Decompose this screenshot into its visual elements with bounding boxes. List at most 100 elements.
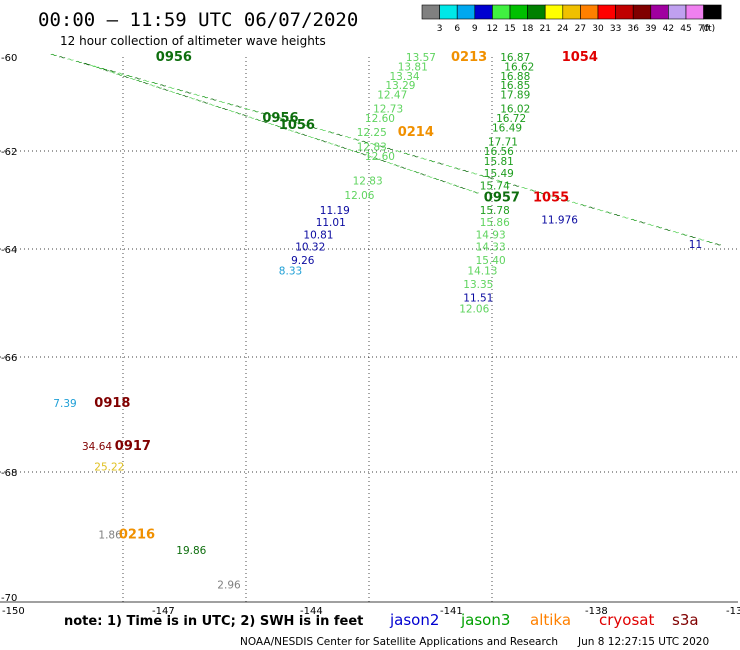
track-mark: ~ [147, 80, 157, 92]
wave-height-label: 34.64 [82, 441, 112, 453]
legend-label: 42 [663, 24, 674, 34]
track-mark: ~ [418, 169, 428, 181]
track-mark: ~ [81, 59, 91, 71]
lon-label: -144 [300, 606, 323, 617]
track-mark: ~ [561, 195, 571, 207]
lat-label: -60 [1, 53, 17, 64]
satellite-name: jason3 [460, 611, 510, 629]
track-mark: ~ [471, 187, 481, 199]
track-mark: ~ [368, 138, 378, 150]
track-mark: ~ [679, 229, 689, 241]
track-mark: ~ [511, 180, 521, 192]
track-mark: ~ [444, 178, 454, 190]
wave-height-label: 16.88 [500, 71, 530, 83]
track-mark: ~ [225, 99, 235, 111]
time-label: 0216 [119, 528, 155, 543]
legend-swatch [509, 4, 528, 20]
legend-swatch [474, 4, 493, 20]
track-mark: ~ [175, 84, 185, 96]
time-label: 0956 [156, 50, 192, 65]
track-mark: ~ [486, 173, 496, 185]
wave-height-label: 14.33 [476, 242, 506, 254]
track-mark: ~ [194, 95, 204, 107]
track-mark: ~ [578, 200, 588, 212]
wave-height-label: 11 [689, 239, 702, 251]
track-mark: ~ [208, 94, 218, 106]
track-mark: ~ [160, 85, 170, 97]
legend-label: 3 [437, 24, 443, 34]
wave-height-label: 16.87 [500, 52, 530, 64]
wave-height-label: 9.26 [291, 255, 315, 267]
track-mark: ~ [187, 93, 197, 105]
track-mark: ~ [595, 204, 605, 216]
legend-label: 21 [539, 24, 550, 34]
track-mark: ~ [108, 68, 118, 80]
track-mark: ~ [227, 106, 237, 118]
wave-height-label: 11.19 [320, 205, 350, 217]
legend-swatch [562, 4, 581, 20]
track-mark: ~ [402, 148, 412, 160]
lon-label: -150 [2, 606, 25, 617]
track-mark: ~ [200, 91, 210, 103]
track-mark: ~ [431, 174, 441, 186]
legend-swatch [685, 4, 704, 20]
track-mark: ~ [378, 156, 388, 168]
time-label: 1055 [533, 191, 569, 206]
track-mark: ~ [343, 131, 353, 143]
legend-swatch [544, 4, 564, 20]
track-mark: ~ [318, 124, 328, 136]
legend-label: 12 [487, 24, 498, 34]
lat-label: -64 [1, 245, 17, 256]
track-mark: ~ [326, 127, 336, 139]
wave-height-label: 16.62 [504, 61, 534, 73]
track-mark: ~ [435, 158, 445, 170]
legend-label: 70 [698, 24, 710, 34]
track-mark: ~ [587, 202, 597, 214]
track-mark: ~ [461, 165, 471, 177]
satellite-legend: jason2 jason3 altika cryosat s3a [389, 611, 699, 629]
map-subtitle: 12 hour collection of altimeter wave hei… [60, 34, 326, 48]
track-mark: ~ [365, 152, 375, 164]
wave-height-label: 12.83 [353, 175, 383, 187]
wave-height-label: 12.60 [365, 113, 395, 125]
track-mark: ~ [464, 185, 474, 197]
wave-height-label: 17.71 [488, 137, 518, 149]
track-mark: ~ [292, 117, 302, 129]
track-mark: ~ [167, 87, 177, 99]
track-mark: ~ [183, 87, 193, 99]
wave-height-label: 1.86 [98, 530, 122, 542]
legend-swatch [632, 4, 652, 20]
wave-height-label: 14.13 [467, 266, 497, 278]
track-mark: ~ [494, 175, 504, 187]
track-mark: ~ [713, 239, 723, 251]
lon-label: -141 [440, 606, 463, 617]
track-mark: ~ [154, 83, 164, 95]
wave-height-label: 16.49 [492, 123, 522, 135]
track-mark: ~ [393, 146, 403, 158]
wave-height-label: 12.60 [365, 151, 395, 163]
footer-note: note: 1) Time is in UTC; 2) SWH is in fe… [64, 614, 363, 629]
track-mark: ~ [207, 100, 217, 112]
wave-height-label: 12.73 [373, 104, 403, 116]
legend-label: 27 [575, 24, 586, 34]
legend-label: 6 [454, 24, 460, 34]
track-mark: ~ [385, 158, 395, 170]
track-mark: ~ [425, 172, 435, 184]
track-mark: ~ [121, 72, 131, 84]
track-mark: ~ [286, 126, 296, 138]
wave-height-label: 2.96 [217, 580, 241, 592]
track-mark: ~ [134, 76, 144, 88]
track-mark: ~ [266, 119, 276, 131]
track-mark: ~ [253, 115, 263, 127]
track-mark: ~ [419, 153, 429, 165]
track-mark: ~ [127, 74, 137, 86]
lon-label: -147 [152, 606, 175, 617]
wave-height-label: 12.06 [344, 190, 374, 202]
track-mark: ~ [192, 89, 202, 101]
wave-height-label: 13.35 [463, 279, 493, 291]
wave-height-label: 11.976 [541, 215, 578, 227]
wave-height-label: 11.51 [463, 293, 493, 305]
track-mark: ~ [65, 54, 75, 66]
track-mark: ~ [528, 185, 538, 197]
wave-height-label: 15.40 [476, 255, 506, 267]
